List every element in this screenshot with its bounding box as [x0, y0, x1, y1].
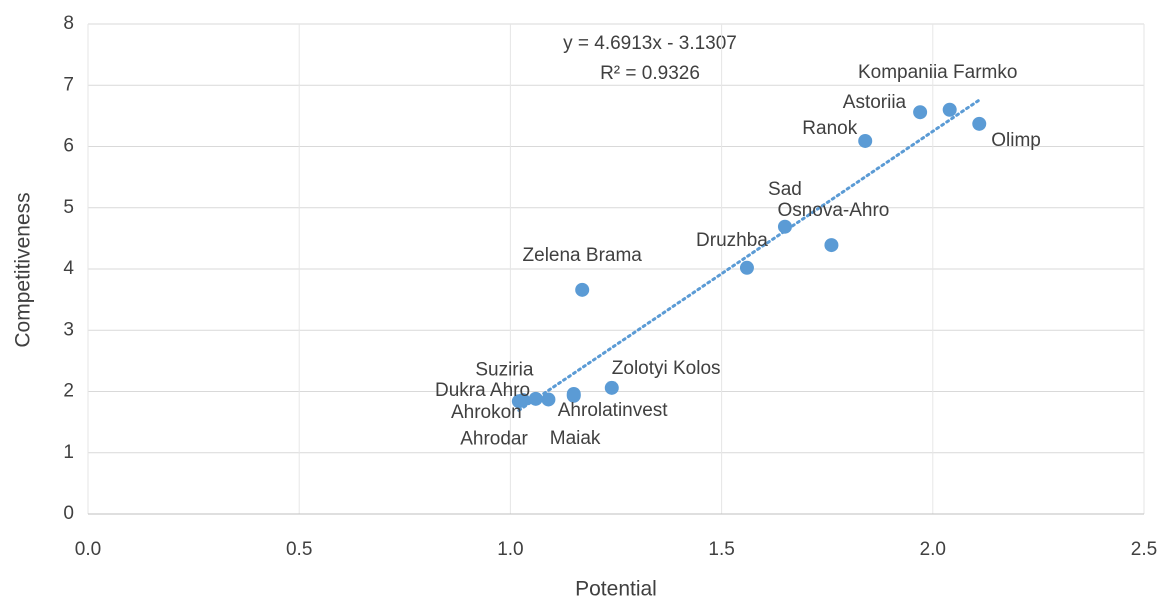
point-label: Olimp — [991, 130, 1041, 151]
data-point — [777, 219, 792, 234]
y-tick-label: 4 — [63, 258, 74, 279]
data-point — [511, 394, 526, 409]
y-tick-label: 1 — [63, 442, 74, 463]
y-tick-label: 5 — [63, 197, 74, 218]
y-tick-label: 8 — [63, 13, 74, 34]
point-label: Ahrokon — [451, 402, 522, 423]
data-point — [739, 260, 754, 275]
point-label: Zolotyi Kolos — [612, 358, 721, 379]
y-axis-label: Competitiveness — [12, 192, 35, 347]
point-label: Kompaniia Farmko — [858, 62, 1017, 83]
data-point — [942, 102, 957, 117]
y-tick-label: 3 — [63, 319, 74, 340]
point-label: Ahrolatinvest — [558, 400, 669, 421]
y-tick-label: 2 — [63, 381, 74, 402]
point-label: Dukra Ahro — [435, 380, 530, 401]
x-tick-label: 2.0 — [920, 539, 946, 560]
trend-equation: y = 4.6913x - 3.1307 — [563, 33, 737, 54]
data-point — [604, 380, 619, 395]
data-point — [541, 392, 556, 407]
point-label: Astoriia — [843, 92, 907, 113]
data-point — [972, 116, 987, 131]
data-point — [528, 391, 543, 406]
data-point — [566, 386, 581, 401]
data-point — [824, 238, 839, 253]
trend-r-squared: R² = 0.9326 — [600, 63, 700, 84]
x-tick-label: 0.0 — [75, 539, 101, 560]
point-label: Ranok — [802, 118, 857, 139]
data-point — [575, 282, 590, 297]
point-label: Zelena Brama — [523, 245, 643, 266]
trendline — [517, 98, 981, 412]
data-point — [913, 105, 928, 120]
x-tick-label: 1.0 — [497, 539, 523, 560]
point-label: Sad — [768, 179, 802, 200]
x-tick-label: 1.5 — [708, 539, 734, 560]
y-tick-label: 0 — [63, 503, 74, 524]
x-tick-label: 0.5 — [286, 539, 312, 560]
point-label: Osnova-Ahro — [777, 200, 889, 221]
y-tick-label: 6 — [63, 136, 74, 157]
data-point — [858, 133, 873, 148]
point-label: Suziria — [475, 359, 534, 380]
x-axis-label: Potential — [575, 578, 657, 601]
point-label: Ahrodar — [460, 428, 528, 449]
y-tick-label: 7 — [63, 74, 74, 95]
point-label: Maiak — [550, 428, 601, 449]
point-label: Druzhba — [696, 230, 768, 251]
x-tick-label: 2.5 — [1131, 539, 1157, 560]
